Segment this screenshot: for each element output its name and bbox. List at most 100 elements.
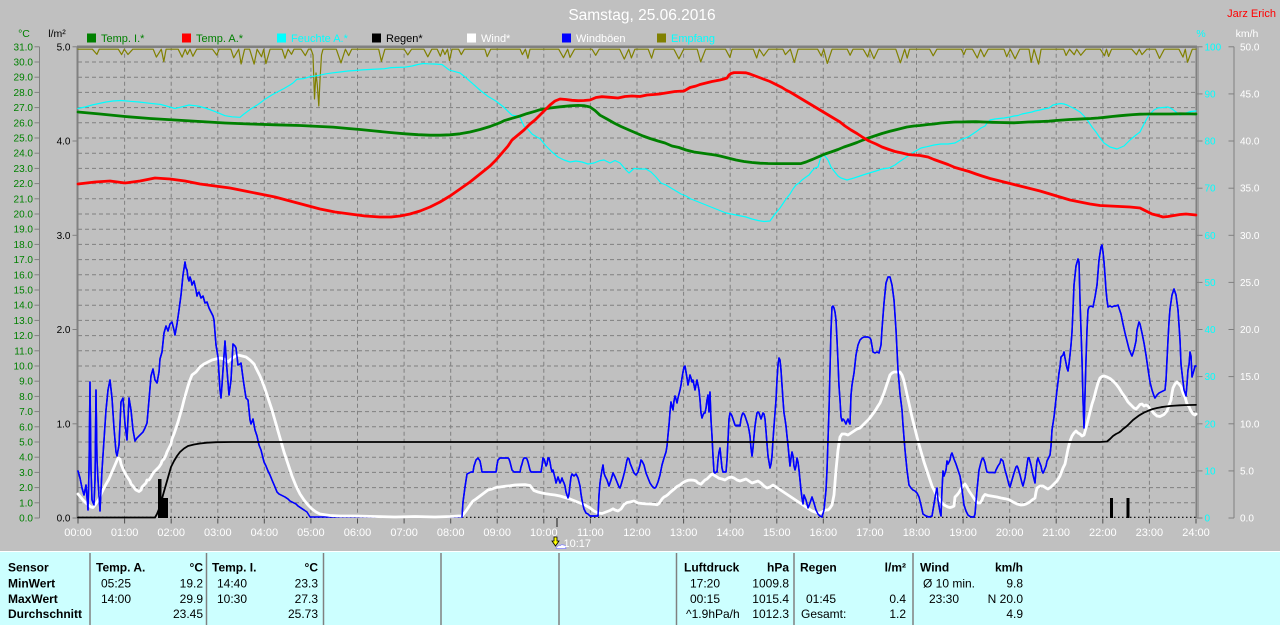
svg-text:30.0: 30.0	[1240, 231, 1260, 242]
svg-text:23:30: 23:30	[929, 592, 959, 606]
svg-text:20: 20	[1205, 419, 1217, 430]
svg-text:Wind*: Wind*	[481, 33, 511, 45]
svg-text:07:00: 07:00	[390, 527, 418, 539]
svg-text:1015.4: 1015.4	[752, 592, 789, 606]
svg-text:40.0: 40.0	[1240, 137, 1260, 148]
svg-text:09:00: 09:00	[483, 527, 511, 539]
svg-text:2.0: 2.0	[19, 483, 33, 494]
svg-text:20:00: 20:00	[996, 527, 1024, 539]
svg-text:16.0: 16.0	[14, 270, 34, 281]
svg-text:°C: °C	[190, 561, 204, 575]
svg-text:15.0: 15.0	[14, 286, 34, 297]
svg-text:30.0: 30.0	[14, 58, 34, 69]
svg-text:16:00: 16:00	[810, 527, 838, 539]
svg-text:17:20: 17:20	[690, 576, 720, 590]
svg-text:Regen: Regen	[800, 561, 837, 575]
svg-text:13:00: 13:00	[670, 527, 698, 539]
svg-text:23.45: 23.45	[173, 607, 203, 621]
svg-text:Sensor: Sensor	[8, 561, 49, 575]
svg-text:30: 30	[1205, 372, 1217, 383]
svg-text:Jarz Erich: Jarz Erich	[1227, 8, 1276, 20]
svg-text:10:17: 10:17	[564, 538, 592, 550]
svg-text:1012.3: 1012.3	[752, 607, 789, 621]
svg-text:5.0: 5.0	[57, 42, 71, 53]
svg-text:3.0: 3.0	[19, 468, 33, 479]
svg-text:25.0: 25.0	[14, 134, 34, 145]
svg-text:4.0: 4.0	[19, 453, 33, 464]
svg-text:Durchschnitt: Durchschnitt	[8, 607, 82, 621]
svg-text:15.0: 15.0	[1240, 372, 1260, 383]
svg-text:50.0: 50.0	[1240, 42, 1260, 53]
svg-text:15:00: 15:00	[763, 527, 791, 539]
svg-text:80: 80	[1205, 137, 1217, 148]
svg-text:Wind: Wind	[920, 561, 949, 575]
svg-text:10: 10	[1205, 466, 1217, 477]
svg-text:00:15: 00:15	[690, 592, 720, 606]
svg-text:00:00: 00:00	[64, 527, 92, 539]
svg-text:35.0: 35.0	[1240, 184, 1260, 195]
svg-text:Ø 10 min.: Ø 10 min.	[923, 576, 975, 590]
svg-text:Temp. I.: Temp. I.	[212, 561, 256, 575]
svg-text:40: 40	[1205, 325, 1217, 336]
svg-text:05:00: 05:00	[297, 527, 325, 539]
svg-text:^1.9hPa/h: ^1.9hPa/h	[686, 607, 740, 621]
svg-text:l/m²: l/m²	[48, 28, 66, 40]
svg-text:km/h: km/h	[995, 561, 1023, 575]
svg-text:Feuchte A.*: Feuchte A.*	[291, 33, 349, 45]
svg-text:100: 100	[1205, 42, 1222, 53]
svg-text:17:00: 17:00	[856, 527, 884, 539]
svg-text:14:00: 14:00	[101, 592, 131, 606]
svg-text:23:00: 23:00	[1136, 527, 1164, 539]
svg-text:Temp. A.: Temp. A.	[96, 561, 145, 575]
svg-text:MinWert: MinWert	[8, 576, 55, 590]
svg-text:Temp. I.*: Temp. I.*	[101, 33, 145, 45]
svg-text:19.0: 19.0	[14, 225, 34, 236]
svg-text:03:00: 03:00	[204, 527, 232, 539]
svg-text:9.8: 9.8	[1006, 576, 1023, 590]
svg-text:MaxWert: MaxWert	[8, 592, 58, 606]
svg-text:22:00: 22:00	[1089, 527, 1117, 539]
svg-text:27.0: 27.0	[14, 103, 34, 114]
svg-text:5.0: 5.0	[1240, 466, 1254, 477]
svg-text:25.0: 25.0	[1240, 278, 1260, 289]
svg-text:0: 0	[1205, 514, 1211, 525]
svg-text:1.0: 1.0	[19, 498, 33, 509]
svg-text:1009.8: 1009.8	[752, 576, 789, 590]
svg-text:24:00: 24:00	[1182, 527, 1210, 539]
svg-text:21:00: 21:00	[1042, 527, 1070, 539]
svg-text:Windböen: Windböen	[576, 33, 626, 45]
svg-text:1.2: 1.2	[889, 607, 906, 621]
svg-text:0.4: 0.4	[889, 592, 906, 606]
svg-text:1.0: 1.0	[57, 419, 71, 430]
svg-text:Regen*: Regen*	[386, 33, 423, 45]
svg-text:26.0: 26.0	[14, 118, 34, 129]
svg-text:10.0: 10.0	[1240, 419, 1260, 430]
svg-text:0.0: 0.0	[19, 514, 33, 525]
svg-text:°C: °C	[305, 561, 319, 575]
svg-text:29.0: 29.0	[14, 73, 34, 84]
svg-text:01:00: 01:00	[111, 527, 139, 539]
svg-text:20.0: 20.0	[1240, 325, 1260, 336]
svg-text:12:00: 12:00	[623, 527, 651, 539]
svg-text:19:00: 19:00	[949, 527, 977, 539]
svg-text:45.0: 45.0	[1240, 89, 1260, 100]
svg-text:25.73: 25.73	[288, 607, 318, 621]
svg-text:14:40: 14:40	[217, 576, 247, 590]
svg-text:Gesamt:: Gesamt:	[801, 607, 846, 621]
svg-text:10:00: 10:00	[530, 527, 558, 539]
svg-text:Samstag, 25.06.2016: Samstag, 25.06.2016	[568, 7, 715, 24]
svg-text:11.0: 11.0	[14, 346, 33, 357]
svg-text:Luftdruck: Luftdruck	[684, 561, 740, 575]
svg-text:70: 70	[1205, 184, 1217, 195]
svg-text:5.0: 5.0	[19, 438, 33, 449]
svg-text:12.0: 12.0	[14, 331, 34, 342]
svg-text:22.0: 22.0	[14, 179, 34, 190]
svg-text:28.0: 28.0	[14, 88, 34, 99]
svg-text:23.0: 23.0	[14, 164, 34, 175]
svg-text:7.0: 7.0	[19, 407, 33, 418]
svg-text:km/h: km/h	[1236, 28, 1259, 40]
svg-text:18:00: 18:00	[903, 527, 931, 539]
svg-text:31.0: 31.0	[14, 42, 34, 53]
svg-text:4.0: 4.0	[57, 137, 71, 148]
svg-text:21.0: 21.0	[14, 194, 34, 205]
